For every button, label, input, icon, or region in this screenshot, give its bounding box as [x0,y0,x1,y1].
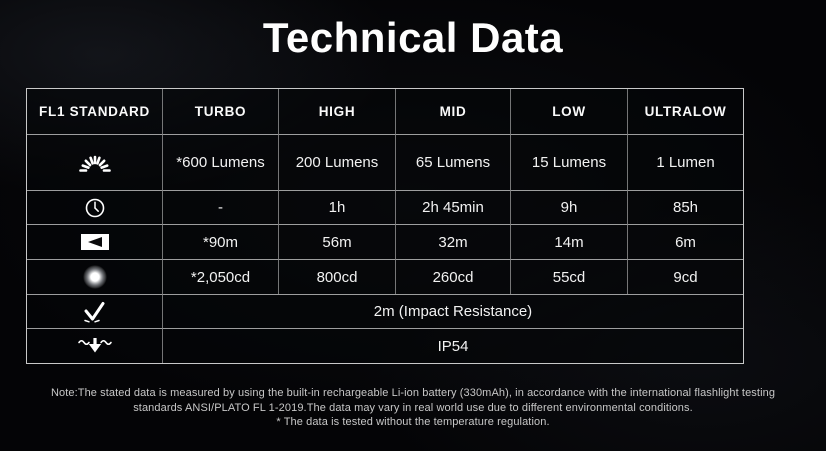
value-intensity-high: 800cd [278,259,395,294]
peak-intensity-icon [82,264,108,290]
water-resistance-icon [77,335,113,357]
footnote-line-2: standards ANSI/PLATO FL 1-2019.The data … [133,401,693,414]
footnote-line-3: * The data is tested without the tempera… [276,416,550,428]
value-lumens-turbo: *600 Lumens [162,134,278,190]
page-title: Technical Data [262,14,564,61]
value-intensity-ultralow: 9cd [627,259,743,294]
column-header-ultralow: ULTRALOW [627,89,743,134]
footnote: Note:The stated data is measured by usin… [0,386,826,430]
value-runtime-low: 9h [510,190,627,224]
row-intensity-icon-cell [27,259,162,294]
value-intensity-low: 55cd [510,259,627,294]
runtime-clock-icon [84,197,106,219]
column-header-fl1-standard: FL1 STANDARD [39,104,150,119]
value-distance-turbo: *90m [162,224,278,259]
value-lumens-low: 15 Lumens [510,134,627,190]
value-runtime-turbo: - [162,190,278,224]
technical-data-table: FL1 STANDARD TURBO HIGH MID LOW ULTRALOW [26,88,744,364]
value-ip-rating: IP54 [162,328,743,363]
column-header-mid: MID [395,89,510,134]
value-distance-low: 14m [510,224,627,259]
value-runtime-high: 1h [278,190,395,224]
value-distance-ultralow: 6m [627,224,743,259]
beam-distance-icon [80,233,110,251]
row-brightness-icon-cell [27,134,162,190]
row-runtime-icon-cell [27,190,162,224]
value-lumens-ultralow: 1 Lumen [627,134,743,190]
value-lumens-mid: 65 Lumens [395,134,510,190]
value-distance-mid: 32m [395,224,510,259]
row-waterproof-icon-cell [27,328,162,363]
footnote-line-1: Note:The stated data is measured by usin… [50,387,776,399]
value-intensity-mid: 260cd [395,259,510,294]
column-header-turbo: TURBO [162,89,278,134]
value-runtime-mid: 2h 45min [395,190,510,224]
value-impact-resistance: 2m (Impact Resistance) [162,294,743,328]
value-intensity-turbo: *2,050cd [162,259,278,294]
value-runtime-ultralow: 85h [627,190,743,224]
column-header-high: HIGH [278,89,395,134]
column-header-low: LOW [510,89,627,134]
brightness-icon [77,151,113,174]
impact-resistance-icon [82,300,108,324]
value-distance-high: 56m [278,224,395,259]
value-lumens-high: 200 Lumens [278,134,395,190]
row-beam-distance-icon-cell [27,224,162,259]
row-impact-icon-cell [27,294,162,328]
